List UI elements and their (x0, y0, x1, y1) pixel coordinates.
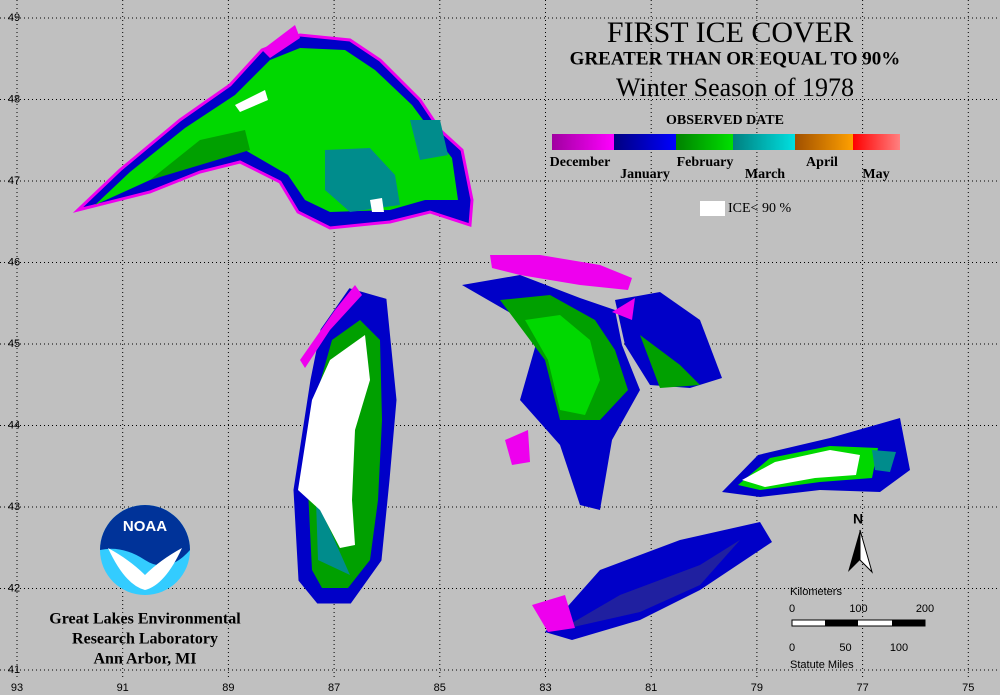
lake-ice (262, 25, 300, 58)
lake-ice (525, 315, 600, 415)
lake-ice (316, 500, 350, 575)
lake-ice (532, 595, 575, 632)
north-arrow (848, 530, 860, 572)
latitude-label: 42 (8, 582, 20, 594)
longitude-label: 79 (751, 682, 763, 694)
scale-mile-tick: 50 (839, 642, 851, 654)
season: Winter Season of 1978 (616, 73, 854, 102)
saginaw-bay (505, 430, 530, 465)
legend-swatch (795, 134, 853, 150)
longitude-label: 81 (645, 682, 657, 694)
lake-ice (872, 450, 896, 472)
credit-line: Ann Arbor, MI (94, 651, 197, 668)
scale-km-tick: 0 (789, 603, 795, 615)
lake-ice (150, 130, 250, 180)
lake-huron (462, 275, 722, 510)
lake-ice (325, 148, 400, 212)
lake-ontario (722, 418, 910, 497)
lake-ice (742, 450, 860, 487)
longitude-label: 85 (434, 682, 446, 694)
north-label: N (853, 511, 863, 527)
title: FIRST ICE COVER (607, 16, 853, 49)
lake-superior (72, 25, 474, 230)
north-arrow (859, 529, 874, 574)
latitude-label: 46 (8, 256, 20, 268)
legend-title: OBSERVED DATE (666, 113, 784, 128)
noaa-logo: NOAA (100, 505, 190, 595)
latitude-label: 48 (8, 93, 20, 105)
north-channel (490, 255, 632, 290)
legend-swatch (853, 134, 900, 150)
logo-gull (108, 548, 182, 590)
logo-top (100, 505, 190, 566)
longitude-label: 87 (328, 682, 340, 694)
latitude-label: 44 (8, 419, 20, 431)
subtitle: GREATER THAN OR EQUAL TO 90% (570, 48, 901, 69)
legend-month: December (550, 155, 611, 170)
legend-swatch (676, 134, 733, 150)
legend-swatch (733, 134, 795, 150)
longitude-label: 77 (856, 682, 868, 694)
lake-michigan (293, 285, 397, 604)
legend-swatch (552, 134, 614, 150)
legend-month: March (745, 167, 785, 182)
lake-ice (300, 285, 362, 368)
lake-ice (298, 335, 370, 548)
scale-km-label: Kilometers (790, 586, 842, 598)
legend-month: February (677, 155, 734, 170)
scale-mile-tick: 0 (789, 642, 795, 654)
scale-km-tick: 100 (849, 603, 867, 615)
legend-month: January (620, 167, 670, 182)
latitude-label: 43 (8, 501, 20, 513)
lake-ice (410, 120, 448, 160)
ice-note: ICE< 90 % (728, 201, 791, 216)
scale-km-tick: 200 (916, 603, 934, 615)
legend-month: May (862, 167, 889, 182)
ice-swatch (700, 201, 725, 216)
latitude-label: 45 (8, 338, 20, 350)
longitude-label: 83 (539, 682, 551, 694)
lake-ice (370, 198, 384, 212)
longitude-label: 89 (222, 682, 234, 694)
scale-mile-label: Statute Miles (790, 659, 854, 671)
legend-month: April (806, 155, 838, 170)
color-bar (552, 134, 900, 150)
latitude-label: 49 (8, 12, 20, 24)
georgian-bay (615, 292, 722, 388)
legend-swatch (614, 134, 676, 150)
scale-bar: 0 100 200 0 50 100 (789, 603, 934, 654)
longitude-label: 75 (962, 682, 974, 694)
longitude-label: 93 (11, 682, 23, 694)
scale-mile-tick: 100 (890, 642, 908, 654)
lake-erie (532, 522, 772, 640)
scale-bar-segment (825, 620, 858, 626)
longitude-label: 91 (117, 682, 129, 694)
latitude-label: 41 (8, 664, 20, 676)
lake-ice (560, 540, 740, 630)
logo-text: NOAA (123, 518, 167, 535)
credit-line: Great Lakes Environmental (49, 611, 241, 628)
credit-line: Research Laboratory (72, 631, 218, 648)
scale-bar-segment (892, 620, 925, 626)
island (235, 90, 268, 112)
lake-ice (640, 335, 700, 388)
lake-ice (612, 298, 635, 320)
latitude-label: 47 (8, 175, 20, 187)
